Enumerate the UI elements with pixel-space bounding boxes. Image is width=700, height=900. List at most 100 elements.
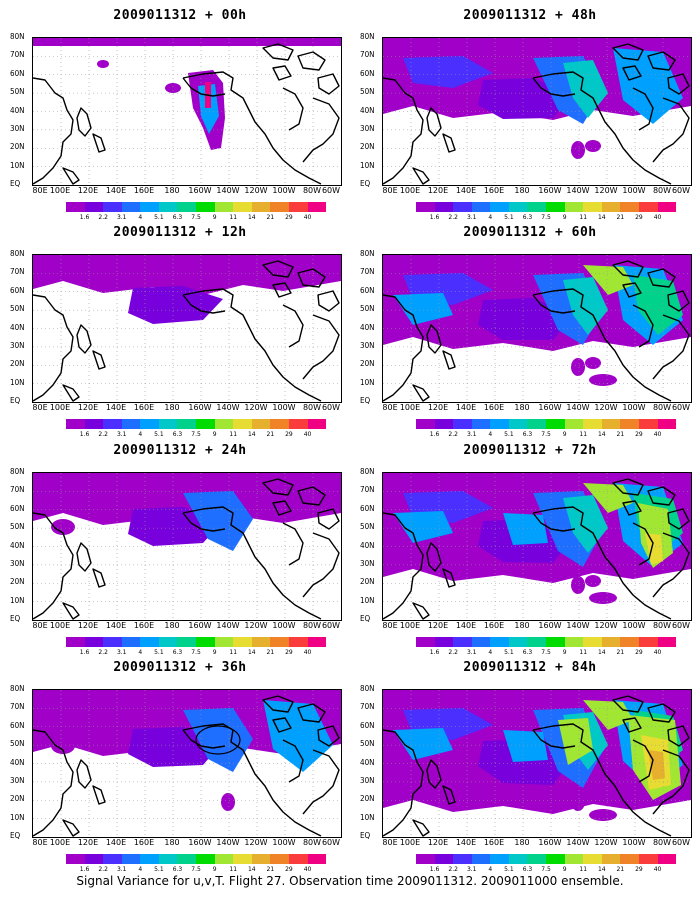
colorbar	[66, 854, 327, 864]
colorbar-level-label: 21	[616, 649, 625, 656]
latitude-label: EQ	[360, 396, 371, 405]
colorbar-swatch	[158, 419, 178, 429]
coastlines	[383, 695, 690, 837]
colorbar-level-label: 11	[229, 649, 238, 656]
colorbar-swatch	[158, 202, 178, 212]
colorbar-swatch	[288, 637, 308, 647]
colorbar-swatch	[453, 419, 472, 429]
coastlines	[383, 43, 690, 185]
colorbar-swatch	[508, 202, 528, 212]
longitude-label: 140E	[455, 621, 477, 630]
colorbar	[416, 637, 677, 647]
colorbar-swatch	[657, 202, 677, 212]
longitude-label: 80W	[302, 838, 322, 847]
colorbar-swatch	[84, 637, 104, 647]
map-panel: 2009011312 + 60h 80N 70N 60N 50N 40N 30N 20N 10N…	[360, 225, 700, 440]
colorbar-swatch	[103, 854, 122, 864]
colorbar-swatch	[583, 419, 602, 429]
longitude-label: 80W	[652, 621, 672, 630]
longitude-label: 100W	[272, 621, 296, 630]
colorbar-level-label: 40	[653, 431, 662, 438]
longitude-label: 160W	[538, 403, 562, 412]
colorbar-swatch	[657, 637, 677, 647]
colorbar-level-label: 2.2	[98, 431, 108, 438]
latitude-label: 60N	[10, 720, 25, 730]
colorbar-spacer	[667, 431, 686, 439]
colorbar-level-label: 29	[635, 649, 643, 656]
colorbar-swatch	[508, 854, 528, 864]
colorbar-swatch	[270, 202, 289, 212]
latitude-label: 80N	[10, 684, 25, 693]
panel-title: 2009011312 + 12h	[113, 225, 247, 240]
colorbar-level-label: 29	[635, 431, 643, 438]
latitude-label: 10N	[10, 595, 25, 605]
colorbar-spacer	[317, 214, 336, 222]
variance-field	[33, 38, 341, 150]
map-panel: 2009011312 + 84h 80N 70N 60N 50N 40N 30N 20N 10N…	[360, 660, 700, 875]
colorbar-level-label: 4	[488, 866, 493, 873]
colorbar-swatch	[158, 637, 178, 647]
latitude-label: 50N	[360, 522, 375, 532]
variance-field	[383, 473, 691, 604]
latitude-label: EQ	[360, 831, 371, 840]
colorbar-swatch	[140, 419, 159, 429]
colorbar-level-label: 1.6	[429, 649, 440, 656]
longitude-label: 180	[164, 621, 180, 630]
latitude-axis: 80N 70N 60N 50N 40N 30N 20N 10N EQ	[10, 250, 32, 405]
longitude-label: 100E	[399, 403, 421, 412]
colorbar-level-label: 11	[579, 866, 588, 873]
latitude-label: 70N	[10, 50, 25, 60]
colorbar-level-label: 21	[616, 431, 625, 438]
colorbar-swatch	[564, 854, 584, 864]
latitude-axis: 80N 70N 60N 50N 40N 30N 20N 10N EQ	[10, 685, 32, 840]
coastlines	[33, 695, 340, 837]
colorbar-swatch	[620, 637, 639, 647]
longitude-label: 140W	[566, 838, 590, 847]
latitude-label: 50N	[10, 522, 25, 532]
colorbar-level-label: 7.5	[191, 649, 201, 656]
colorbar-level-label: 4	[138, 866, 143, 873]
colorbar-swatch	[196, 202, 215, 212]
colorbar-swatch	[490, 202, 509, 212]
colorbar-level-label: 40	[303, 649, 312, 656]
longitude-axis: 80E 100E 120E 140E 160E 180 160W 140W 120W 100W 80…	[10, 838, 350, 848]
colorbar-labels: 1.6 2.2 3.1 4 5.1 6.3 7.5 9 11 14 21 29 40	[416, 431, 676, 439]
colorbar-level-label: 40	[653, 649, 662, 656]
colorbar-swatch	[453, 637, 472, 647]
latitude-label: 40N	[10, 757, 25, 767]
longitude-axis: 80E 100E 120E 140E 160E 180 160W 140W 120W 100W 80…	[360, 186, 700, 196]
colorbar-swatch	[66, 637, 85, 647]
colorbar-swatch	[214, 202, 234, 212]
colorbar-swatch	[121, 419, 141, 429]
colorbar-spacer	[317, 649, 336, 657]
longitude-label: 120E	[77, 403, 99, 412]
colorbar-swatch	[490, 854, 509, 864]
colorbar-swatch	[158, 854, 178, 864]
longitude-label: 180	[514, 186, 530, 195]
longitude-label: 100E	[399, 621, 421, 630]
colorbar-level-label: 29	[635, 214, 643, 221]
colorbar-swatch	[620, 419, 639, 429]
colorbar-swatch	[288, 419, 308, 429]
latitude-label: 70N	[360, 485, 375, 495]
colorbar-swatch	[140, 854, 159, 864]
colorbar-labels: 1.6 2.2 3.1 4 5.1 6.3 7.5 9 11 14 21 29 40	[416, 866, 676, 874]
colorbar-swatch	[103, 202, 122, 212]
colorbar-swatch	[233, 419, 252, 429]
longitude-label: 160W	[188, 838, 212, 847]
colorbar-swatch	[583, 202, 602, 212]
colorbar-swatch	[121, 202, 141, 212]
colorbar-level-label: 29	[635, 866, 643, 873]
colorbar-swatch	[121, 854, 141, 864]
latitude-label: 50N	[10, 304, 25, 314]
latitude-label: 80N	[10, 467, 25, 476]
latitude-axis: 80N 70N 60N 50N 40N 30N 20N 10N EQ	[360, 468, 382, 623]
colorbar-labels: 1.6 2.2 3.1 4 5.1 6.3 7.5 9 11 14 21 29 40	[416, 649, 676, 657]
colorbar-level-label: 21	[266, 214, 275, 221]
map-plot	[382, 689, 692, 838]
longitude-label: 160E	[483, 621, 505, 630]
colorbar-level-label: 40	[653, 866, 662, 873]
map-plot	[382, 37, 692, 186]
longitude-axis: 80E 100E 120E 140E 160E 180 160W 140W 120W 100W 80…	[10, 186, 350, 196]
longitude-label: 120W	[244, 838, 268, 847]
